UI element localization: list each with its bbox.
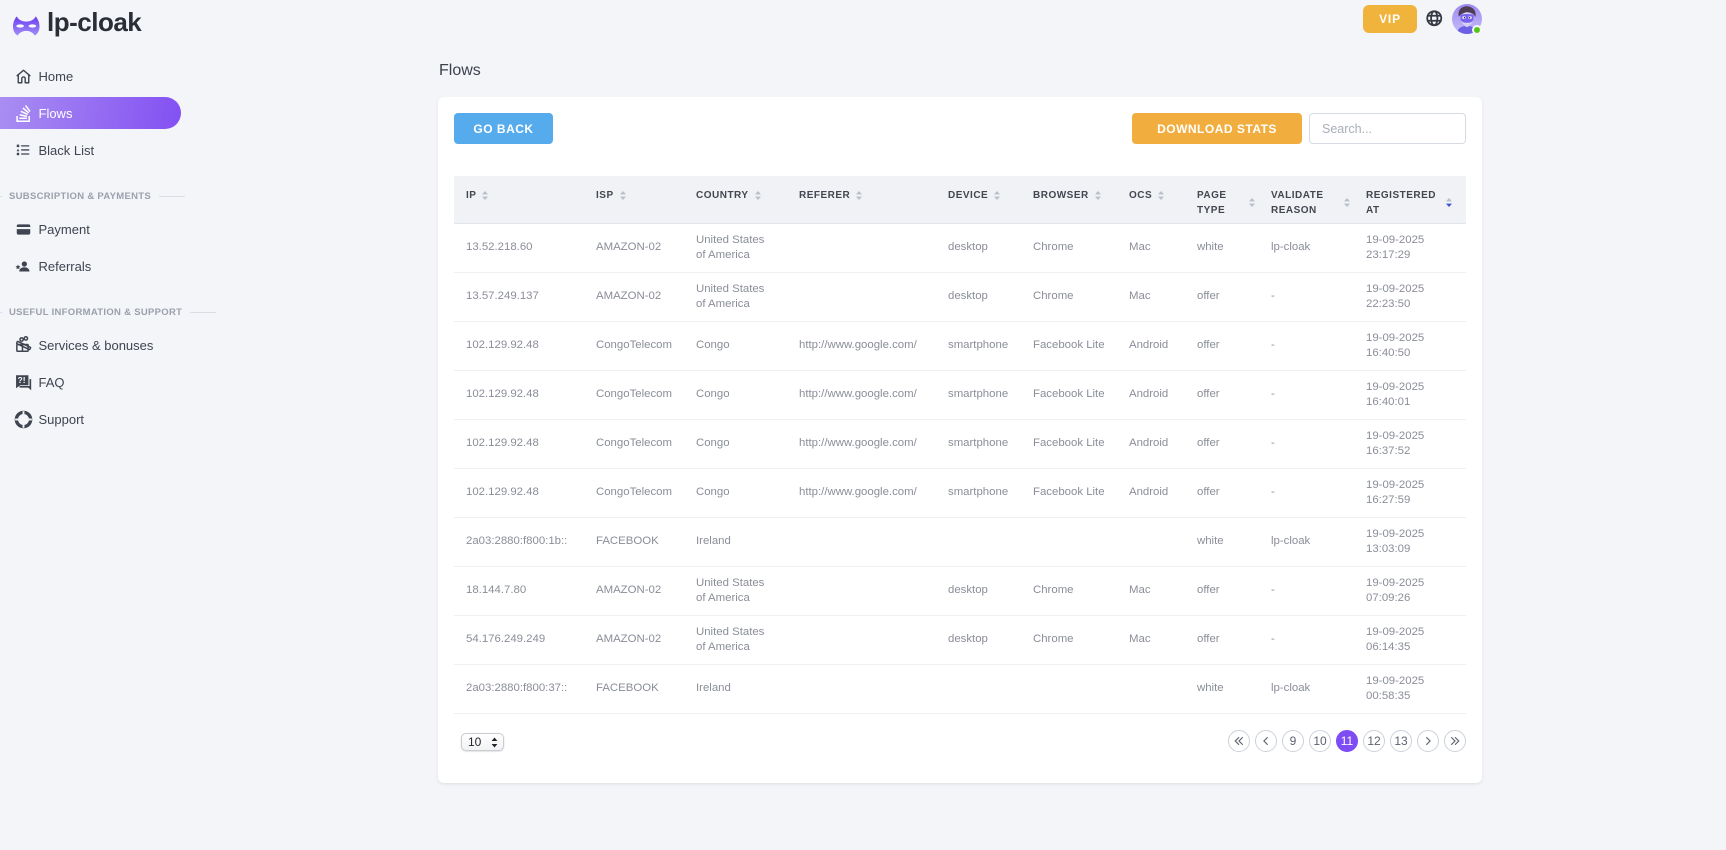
- svg-text:?!: ?!: [17, 374, 25, 384]
